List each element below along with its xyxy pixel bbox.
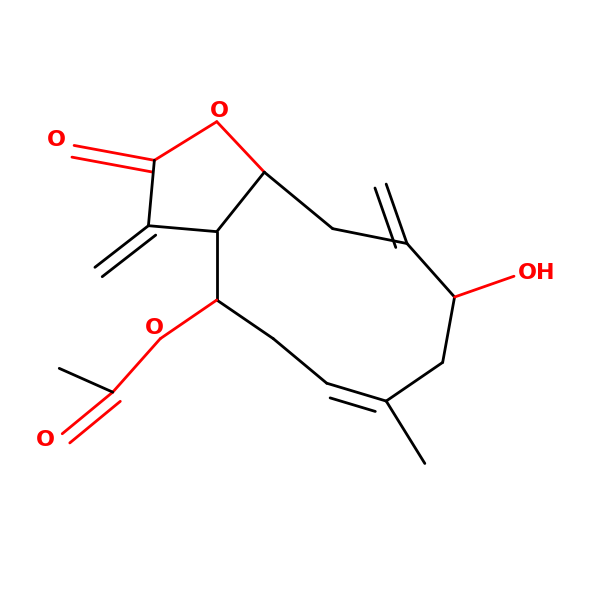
Text: O: O <box>210 101 229 121</box>
Text: O: O <box>47 130 66 149</box>
Text: O: O <box>36 430 55 449</box>
Text: OH: OH <box>518 263 556 283</box>
Text: O: O <box>145 318 164 338</box>
